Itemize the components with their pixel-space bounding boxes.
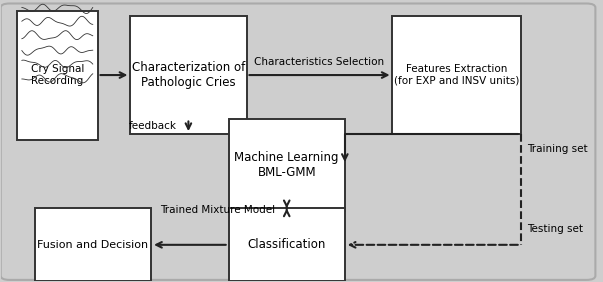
Text: Classification: Classification — [248, 238, 326, 251]
FancyBboxPatch shape — [393, 16, 520, 134]
Text: Cry Signal
Recording: Cry Signal Recording — [31, 64, 84, 86]
FancyBboxPatch shape — [229, 208, 345, 281]
FancyBboxPatch shape — [1, 3, 595, 280]
Text: Machine Learning
BML-GMM: Machine Learning BML-GMM — [235, 151, 339, 179]
Text: Testing set: Testing set — [526, 224, 582, 233]
FancyBboxPatch shape — [130, 16, 247, 134]
Text: Characterization of
Pathologic Cries: Characterization of Pathologic Cries — [132, 61, 245, 89]
FancyBboxPatch shape — [17, 10, 98, 140]
Text: Characteristics Selection: Characteristics Selection — [254, 57, 385, 67]
FancyBboxPatch shape — [229, 118, 345, 211]
Text: feedback: feedback — [128, 121, 177, 131]
FancyBboxPatch shape — [35, 208, 151, 281]
Text: Features Extraction
(for EXP and INSV units): Features Extraction (for EXP and INSV un… — [394, 64, 519, 86]
Text: Fusion and Decision: Fusion and Decision — [37, 240, 148, 250]
Text: Trained Mixture Model: Trained Mixture Model — [160, 205, 275, 215]
Text: Training set: Training set — [526, 144, 587, 155]
